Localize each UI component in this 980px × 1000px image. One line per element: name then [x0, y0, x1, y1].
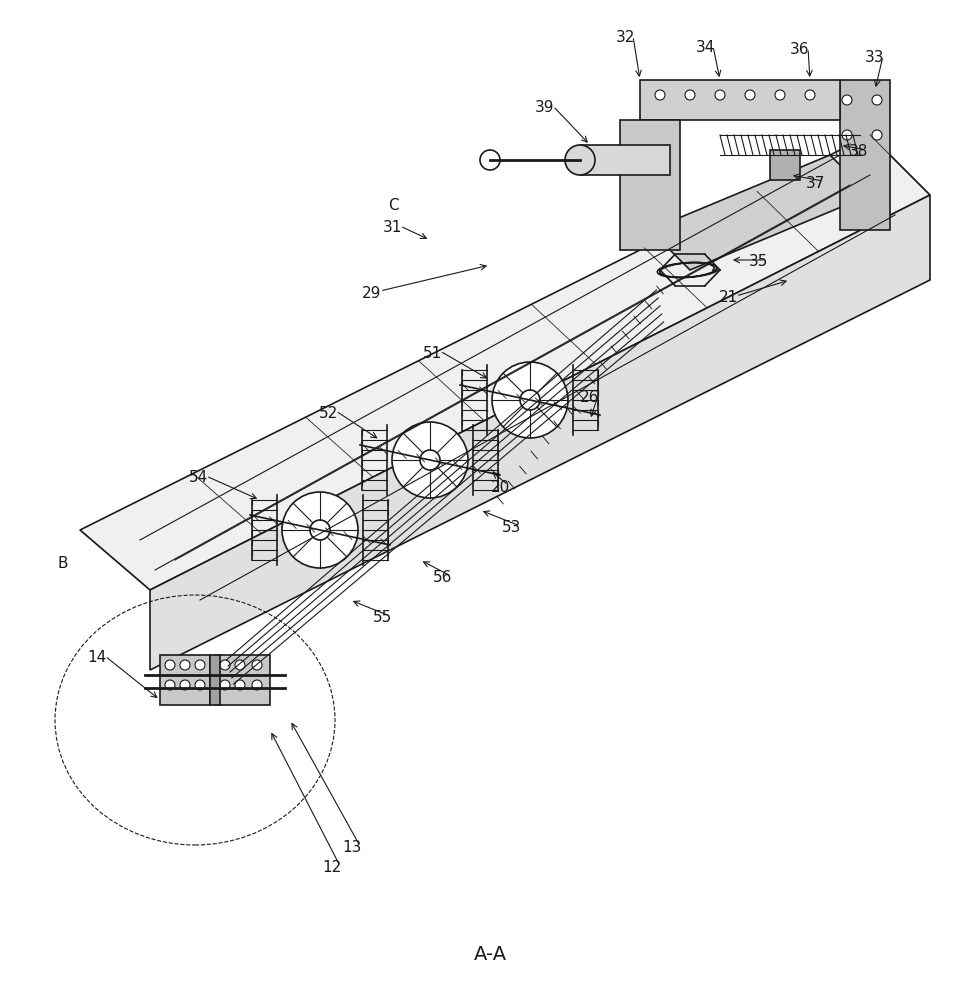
Circle shape [745, 90, 755, 100]
Text: 31: 31 [382, 221, 402, 235]
Circle shape [165, 660, 175, 670]
Text: 54: 54 [188, 471, 208, 486]
Polygon shape [640, 80, 840, 120]
Circle shape [252, 660, 262, 670]
Circle shape [180, 660, 190, 670]
Text: 34: 34 [696, 40, 714, 55]
Circle shape [220, 680, 230, 690]
Circle shape [235, 680, 245, 690]
Circle shape [392, 422, 468, 498]
Circle shape [842, 95, 852, 105]
Text: 26: 26 [580, 390, 600, 406]
Circle shape [282, 492, 358, 568]
Polygon shape [215, 655, 270, 705]
Text: 56: 56 [433, 570, 453, 585]
Circle shape [492, 362, 568, 438]
Text: 32: 32 [615, 30, 635, 45]
Polygon shape [580, 145, 670, 175]
Polygon shape [770, 150, 800, 180]
Circle shape [715, 90, 725, 100]
Text: 39: 39 [535, 101, 555, 115]
Text: 36: 36 [790, 42, 809, 57]
Text: 21: 21 [718, 290, 738, 306]
Circle shape [195, 680, 205, 690]
Text: 20: 20 [490, 480, 510, 494]
Text: 35: 35 [749, 254, 767, 269]
Circle shape [310, 520, 330, 540]
Polygon shape [150, 195, 930, 670]
Circle shape [565, 145, 595, 175]
Text: 33: 33 [865, 50, 885, 66]
Text: 29: 29 [363, 286, 381, 300]
Circle shape [420, 450, 440, 470]
Text: 51: 51 [422, 346, 442, 360]
Text: 38: 38 [849, 144, 867, 159]
Circle shape [165, 680, 175, 690]
Text: 53: 53 [503, 520, 521, 536]
Circle shape [655, 90, 665, 100]
Text: 52: 52 [318, 406, 338, 420]
Text: 12: 12 [322, 860, 342, 876]
Text: 55: 55 [372, 610, 392, 626]
Circle shape [775, 90, 785, 100]
Circle shape [805, 90, 815, 100]
Polygon shape [650, 155, 870, 270]
Text: C: C [388, 198, 398, 213]
Circle shape [195, 660, 205, 670]
Text: 37: 37 [806, 176, 825, 190]
Polygon shape [210, 655, 220, 705]
Circle shape [842, 130, 852, 140]
Polygon shape [620, 120, 680, 250]
Text: A-A: A-A [473, 946, 507, 964]
Circle shape [520, 390, 540, 410]
Circle shape [872, 95, 882, 105]
Text: 14: 14 [87, 650, 107, 666]
Circle shape [685, 90, 695, 100]
Circle shape [235, 660, 245, 670]
Polygon shape [160, 655, 210, 705]
Circle shape [480, 150, 500, 170]
Circle shape [872, 130, 882, 140]
Text: B: B [58, 556, 69, 570]
Circle shape [252, 680, 262, 690]
Circle shape [220, 660, 230, 670]
Polygon shape [840, 80, 890, 230]
Polygon shape [80, 135, 930, 590]
Text: 13: 13 [342, 840, 362, 856]
Circle shape [180, 680, 190, 690]
